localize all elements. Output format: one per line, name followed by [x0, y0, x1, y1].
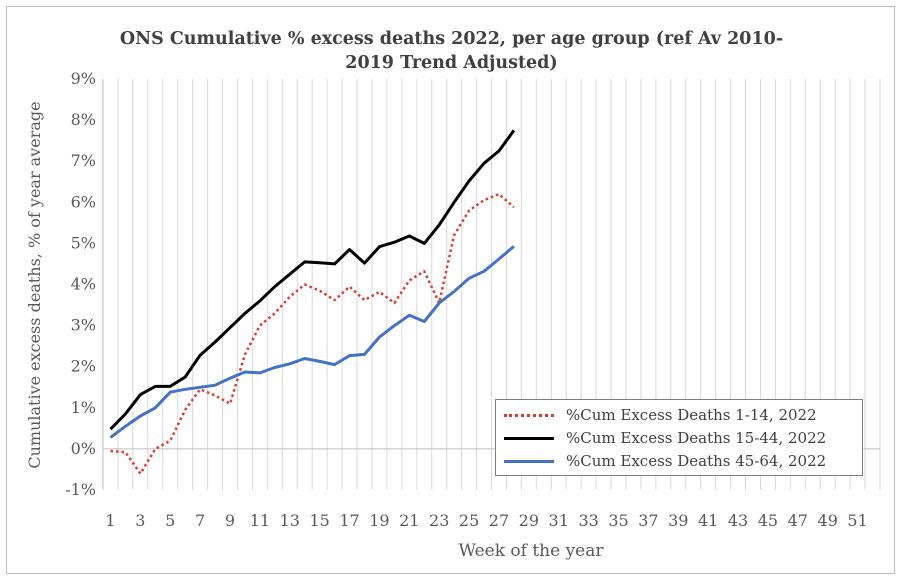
series-line-3	[109, 245, 515, 439]
x-axis-label: Week of the year	[458, 541, 604, 561]
x-tick-label: 17	[339, 511, 359, 530]
x-tick-label: 19	[369, 511, 389, 530]
y-tick-label: -1%	[65, 480, 96, 499]
legend-swatch-1-14	[504, 413, 554, 417]
x-tick-label: 7	[195, 511, 205, 530]
x-tick-label: 45	[758, 511, 778, 530]
x-tick-label: 31	[549, 511, 569, 530]
gridlines	[102, 79, 881, 490]
y-tick-label: 7%	[71, 151, 96, 170]
y-tick-label: 2%	[71, 357, 96, 376]
tick-labels: -1%0%1%2%3%4%5%6%7%8%9%1 3 5 7 9 11 13 15 17 19 21…	[65, 69, 868, 530]
y-axis-label: Cumulative excess deaths, % of year aver…	[25, 101, 44, 468]
x-tick-label: 29	[519, 511, 539, 530]
x-tick-label: 9	[225, 511, 235, 530]
legend-swatch-15-44	[504, 436, 554, 440]
chart-title: ONS Cumulative % excess deaths 2022, per…	[0, 27, 903, 75]
y-tick-label: 9%	[71, 69, 96, 88]
legend-item-1-14: %Cum Excess Deaths 1-14, 2022	[504, 404, 817, 426]
x-tick-label: 3	[135, 511, 145, 530]
chart-frame	[6, 6, 895, 574]
y-tick-label: 8%	[71, 110, 96, 129]
legend-item-15-44: %Cum Excess Deaths 15-44, 2022	[504, 427, 826, 449]
x-tick-label: 27	[489, 511, 509, 530]
x-tick-label: 35	[608, 511, 628, 530]
series-line-2	[109, 129, 516, 431]
x-tick-label: 37	[638, 511, 658, 530]
x-tick-label: 41	[698, 511, 718, 530]
x-tick-label: 49	[818, 511, 838, 530]
x-tick-label: 1	[105, 511, 115, 530]
legend: %Cum Excess Deaths 1-14, 2022 %Cum Exces…	[495, 399, 863, 476]
x-tick-label: 21	[399, 511, 419, 530]
x-tick-label: 39	[668, 511, 688, 530]
x-tick-label: 5	[165, 511, 175, 530]
x-tick-label: 13	[280, 511, 300, 530]
y-tick-label: 3%	[71, 316, 96, 335]
y-tick-label: 1%	[71, 398, 96, 417]
legend-item-45-64: %Cum Excess Deaths 45-64, 2022	[504, 450, 826, 472]
x-tick-label: 47	[788, 511, 808, 530]
legend-label-45-64: %Cum Excess Deaths 45-64, 2022	[566, 452, 827, 470]
x-tick-label: 11	[250, 511, 270, 530]
x-tick-label: 51	[847, 511, 867, 530]
y-tick-label: 6%	[71, 192, 96, 211]
x-tick-label: 33	[578, 511, 598, 530]
legend-label-15-44: %Cum Excess Deaths 15-44, 2022	[566, 429, 827, 447]
y-tick-label: 0%	[71, 439, 96, 458]
legend-label-1-14: %Cum Excess Deaths 1-14, 2022	[566, 406, 817, 424]
legend-swatch-45-64	[504, 459, 554, 463]
x-tick-label: 43	[728, 511, 748, 530]
series-lines	[109, 129, 516, 475]
y-tick-label: 4%	[71, 275, 96, 294]
chart-title-line-2: 2019 Trend Adjusted)	[345, 53, 558, 73]
chart-title-line-1: ONS Cumulative % excess deaths 2022, per…	[119, 29, 784, 49]
x-tick-label: 15	[309, 511, 329, 530]
y-tick-label: 5%	[71, 233, 96, 252]
x-tick-label: 25	[459, 511, 479, 530]
x-tick-label: 23	[429, 511, 449, 530]
